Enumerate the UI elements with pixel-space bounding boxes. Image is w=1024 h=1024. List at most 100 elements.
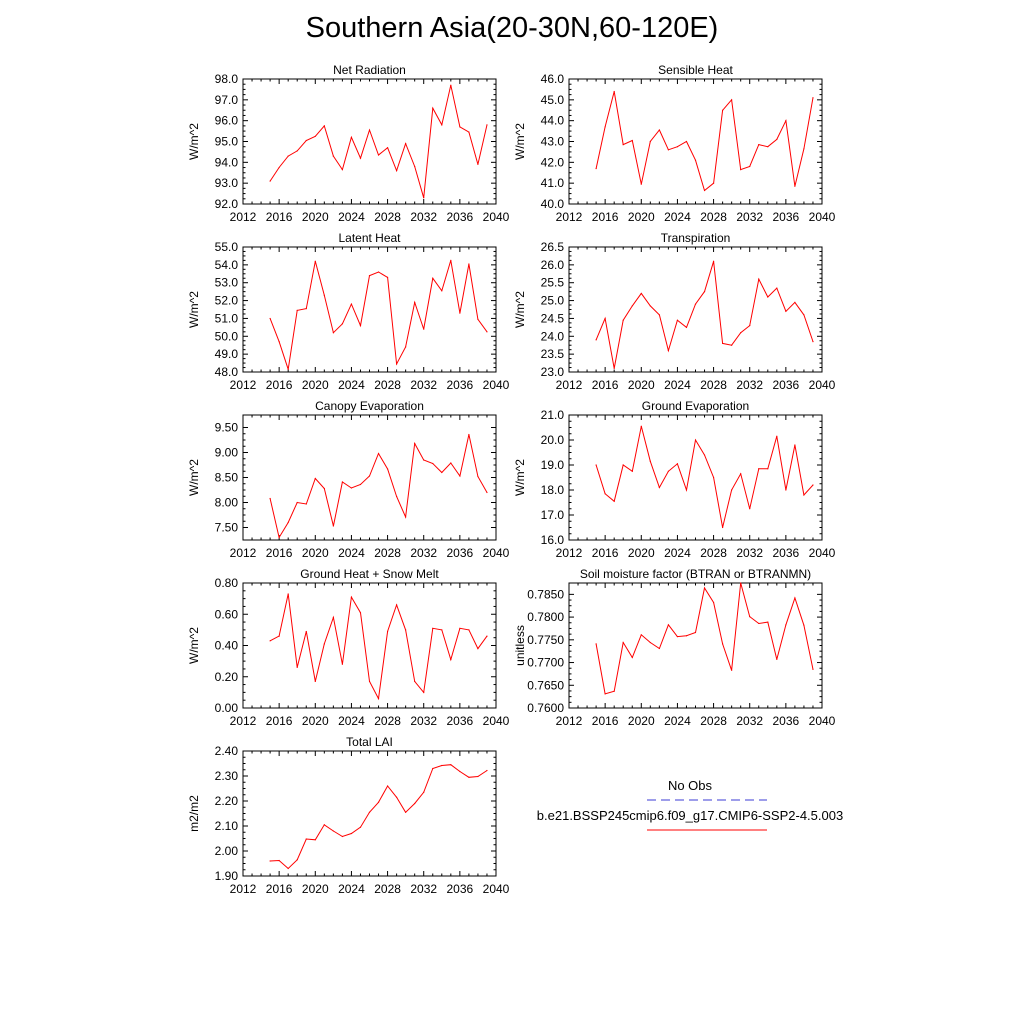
legend: No Obs b.e21.BSSP245cmip6.f09_g17.CMIP6-… — [520, 778, 860, 838]
data-point — [767, 296, 769, 298]
data-point — [812, 341, 814, 343]
x-tick-label: 2032 — [736, 546, 763, 560]
data-point — [468, 433, 470, 436]
data-point — [676, 463, 679, 465]
data-point — [377, 801, 380, 803]
x-tick-label: 2012 — [556, 546, 583, 560]
data-point — [658, 486, 660, 489]
data-point — [432, 627, 434, 629]
plot-frame — [242, 78, 497, 205]
data-point — [414, 165, 416, 168]
y-tick-label: 8.00 — [215, 496, 239, 510]
y-tick-label: 19.0 — [541, 458, 565, 472]
x-tick-label: 2012 — [556, 378, 583, 392]
data-point — [658, 129, 660, 131]
x-tick-label: 2020 — [628, 378, 655, 392]
data-point — [676, 146, 679, 148]
data-point — [694, 631, 697, 634]
data-point — [477, 648, 479, 650]
y-tick-label: 17.0 — [541, 508, 565, 522]
x-tick-label: 2016 — [592, 714, 619, 728]
y-tick-label: 41.0 — [541, 176, 565, 190]
data-point — [396, 604, 398, 606]
data-point — [405, 629, 407, 631]
plot-frame — [568, 78, 823, 205]
data-point — [450, 462, 452, 464]
panel-3: Latent Heat W/m^2 48.0 49.0 50.0 51.0 52.0 53.0… — [187, 231, 510, 392]
data-point — [794, 301, 796, 303]
data-point — [595, 339, 597, 341]
data-point — [386, 785, 389, 787]
x-tick-label: 2036 — [773, 714, 800, 728]
data-point — [604, 317, 606, 320]
y-tick-label: 40.0 — [541, 197, 565, 211]
data-point — [486, 331, 488, 333]
data-point — [722, 526, 724, 529]
x-tick-label: 2012 — [230, 378, 257, 392]
data-point — [703, 291, 706, 293]
data-point — [323, 487, 325, 490]
data-point — [712, 601, 715, 604]
data-point — [685, 140, 688, 143]
data-point — [622, 144, 624, 146]
series-line — [269, 260, 488, 370]
data-point — [287, 593, 289, 595]
data-point — [613, 90, 615, 93]
plot-frame — [568, 246, 823, 373]
data-point — [758, 144, 760, 146]
data-point — [459, 475, 461, 477]
data-point — [278, 341, 280, 343]
data-point — [667, 349, 669, 352]
data-point — [703, 587, 706, 589]
x-tick-label: 2024 — [664, 714, 691, 728]
data-point — [350, 487, 353, 489]
data-point — [405, 142, 407, 145]
data-point — [785, 624, 787, 626]
data-point — [332, 616, 334, 618]
data-point — [631, 656, 633, 659]
data-point — [350, 832, 353, 835]
x-tick-label: 2016 — [266, 714, 293, 728]
x-tick-label: 2028 — [700, 714, 727, 728]
data-point — [622, 641, 624, 644]
data-point — [776, 435, 778, 437]
data-point — [368, 811, 371, 813]
x-tick-label: 2016 — [266, 210, 293, 224]
y-tick-label: 44.0 — [541, 114, 565, 128]
y-tick-label: 2.00 — [215, 844, 239, 858]
data-point — [758, 622, 760, 625]
data-point — [703, 189, 706, 192]
x-tick-label: 2028 — [374, 882, 401, 896]
data-point — [703, 454, 706, 456]
x-tick-label: 2024 — [664, 378, 691, 392]
data-point — [386, 630, 389, 633]
data-point — [640, 634, 642, 636]
y-tick-label: 16.0 — [541, 533, 565, 547]
data-point — [396, 170, 398, 172]
data-point — [776, 658, 778, 660]
data-point — [631, 305, 633, 307]
data-point — [323, 294, 325, 296]
y-tick-label: 7.50 — [215, 521, 239, 535]
data-point — [278, 536, 280, 539]
x-tick-label: 2012 — [556, 714, 583, 728]
plot-frame — [242, 414, 497, 541]
x-tick-label: 2016 — [266, 546, 293, 560]
data-point — [676, 319, 679, 321]
data-point — [269, 640, 271, 642]
data-point — [441, 764, 443, 767]
data-point — [350, 136, 353, 138]
data-point — [649, 305, 651, 307]
data-point — [694, 439, 697, 441]
y-tick-label: 20.0 — [541, 433, 565, 447]
data-point — [604, 493, 606, 495]
data-point — [731, 669, 733, 671]
y-tick-label: 46.0 — [541, 72, 565, 86]
data-point — [314, 477, 316, 480]
data-point — [622, 319, 624, 321]
data-point — [468, 776, 470, 778]
data-point — [658, 647, 660, 650]
x-tick-label: 2024 — [664, 210, 691, 224]
data-point — [794, 597, 796, 599]
data-point — [767, 621, 769, 623]
